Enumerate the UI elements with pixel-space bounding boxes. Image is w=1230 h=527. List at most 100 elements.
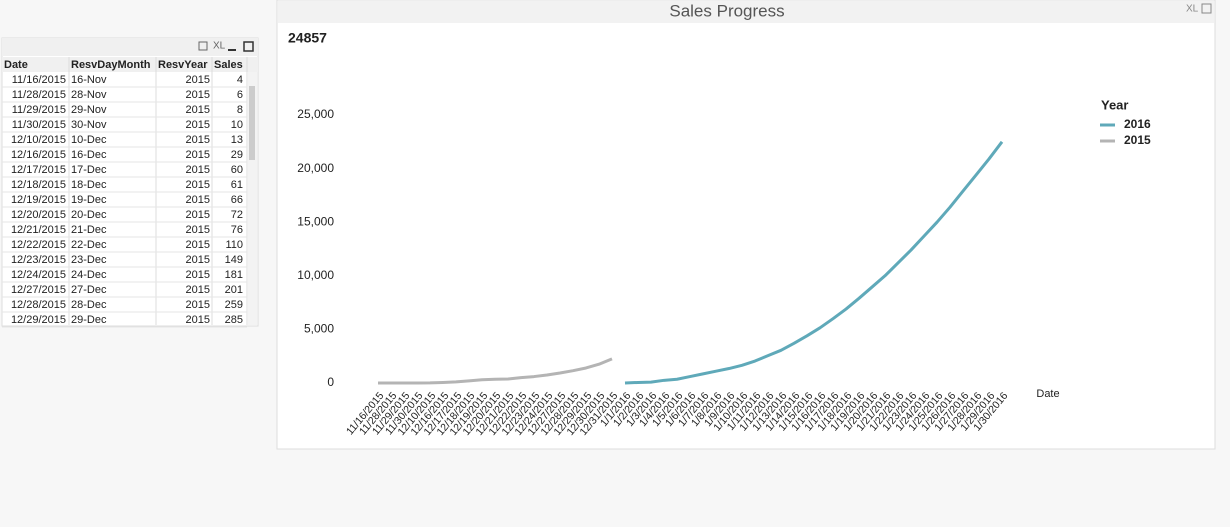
table-cell: 2015 (186, 239, 210, 251)
table-cell: 28-Dec (71, 299, 107, 311)
table-cell: 8 (237, 104, 243, 116)
table-cell: 19-Dec (71, 194, 107, 206)
xl-button[interactable]: XL (213, 41, 226, 52)
xl-button[interactable]: XL (1186, 4, 1199, 15)
table-cell: 12/19/2015 (11, 194, 66, 206)
table-cell: 21-Dec (71, 224, 107, 236)
table-cell: 23-Dec (71, 254, 107, 266)
x-axis-label: Date (1036, 388, 1059, 400)
table-cell: 2015 (186, 194, 210, 206)
table-cell: 2015 (186, 179, 210, 191)
table-cell: 12/17/2015 (11, 164, 66, 176)
column-header: Date (4, 59, 28, 71)
table-cell: 201 (225, 284, 243, 296)
table-cell: 24-Dec (71, 269, 107, 281)
table-cell: 11/29/2015 (12, 104, 66, 116)
table-cell: 66 (231, 194, 243, 206)
table-cell: 28-Nov (71, 89, 107, 101)
y-tick-label: 10,000 (297, 268, 334, 282)
table-cell: 12/23/2015 (11, 254, 66, 266)
table-cell: 2015 (186, 104, 210, 116)
table-cell: 29-Nov (71, 104, 107, 116)
scrollbar[interactable] (248, 72, 257, 325)
close-icon[interactable] (1201, 3, 1212, 14)
table-cell: 12/21/2015 (11, 224, 66, 236)
table-cell: 2015 (186, 89, 210, 101)
annotation: 24857 (288, 30, 327, 46)
table-cell: 2015 (186, 119, 210, 131)
maximize-icon[interactable] (243, 41, 254, 52)
table-cell: 12/24/2015 (11, 269, 66, 281)
table-cell: 27-Dec (71, 284, 107, 296)
table-cell: 12/27/2015 (11, 284, 66, 296)
table-cell: 2015 (186, 224, 210, 236)
table-cell: 16-Dec (71, 149, 107, 161)
minimize-icon[interactable] (228, 49, 236, 51)
table-cell: 149 (225, 254, 243, 266)
table-cell: 2015 (186, 299, 210, 311)
table-cell: 2015 (186, 209, 210, 221)
column-header: Sales (214, 59, 243, 71)
table-cell: 11/28/2015 (12, 89, 66, 101)
table-cell: 18-Dec (71, 179, 107, 191)
column-header: ResvYear (158, 59, 208, 71)
legend-title: Year (1101, 97, 1128, 112)
y-tick-label: 15,000 (297, 214, 334, 228)
table-cell: 110 (225, 239, 243, 251)
chart-caption (278, 1, 1214, 23)
table-cell: 12/18/2015 (11, 179, 66, 191)
y-tick-label: 5,000 (304, 322, 334, 336)
table-cell: 181 (225, 269, 243, 281)
plot: 05,00010,00015,00020,00025,00011/16/2015… (297, 107, 1151, 438)
series-line (378, 357, 613, 385)
table-cell: 4 (237, 74, 243, 86)
table-cell: 20-Dec (71, 209, 107, 221)
table-cell: 12/28/2015 (11, 299, 66, 311)
chart-title: Sales Progress (669, 1, 784, 20)
table-cell: 2015 (186, 254, 210, 266)
series-line (624, 140, 1004, 385)
table-header (2, 57, 258, 72)
table-cell: 29-Dec (71, 314, 107, 326)
table-cell: 2015 (186, 284, 210, 296)
print-icon[interactable] (198, 41, 208, 51)
table-cell: 2015 (186, 314, 210, 326)
legend-label: 2015 (1124, 133, 1151, 147)
table-cell: 16-Nov (71, 74, 107, 86)
table-cell: 12/10/2015 (11, 134, 66, 146)
table-cell: 61 (231, 179, 243, 191)
table-cell: 10 (231, 119, 243, 131)
table-cell: 76 (231, 224, 243, 236)
table-cell: 11/30/2015 (12, 119, 66, 131)
y-tick-label: 0 (327, 375, 334, 389)
y-tick-label: 25,000 (297, 107, 334, 121)
table-cell: 30-Nov (71, 119, 107, 131)
table-cell: 2015 (186, 149, 210, 161)
table-cell: 17-Dec (71, 164, 107, 176)
table-cell: 2015 (186, 74, 210, 86)
legend-label: 2016 (1124, 117, 1151, 131)
table-cell: 12/20/2015 (11, 209, 66, 221)
table-cell: 12/29/2015 (11, 314, 66, 326)
table-cell: 2015 (186, 269, 210, 281)
table-toolbar (2, 38, 258, 56)
y-tick-label: 20,000 (297, 161, 334, 175)
table-cell: 10-Dec (71, 134, 107, 146)
table: Date ResvDayMonth ResvYear Sales 11/16/2015 1… (2, 57, 248, 328)
table-cell: 11/16/2015 (12, 74, 66, 86)
chart-panel (276, 0, 1216, 450)
table-cell: 2015 (186, 134, 210, 146)
scroll-thumb[interactable] (249, 86, 255, 160)
table-cell: 12/16/2015 (11, 149, 66, 161)
column-header: ResvDayMonth (71, 59, 151, 71)
table-cell: 60 (231, 164, 243, 176)
table-cell: 285 (225, 314, 243, 326)
table-cell: 6 (237, 89, 243, 101)
table-cell: 13 (231, 134, 243, 146)
table-cell: 12/22/2015 (11, 239, 66, 251)
table-cell: 259 (225, 299, 243, 311)
table-cell: 22-Dec (71, 239, 107, 251)
table-cell: 2015 (186, 164, 210, 176)
